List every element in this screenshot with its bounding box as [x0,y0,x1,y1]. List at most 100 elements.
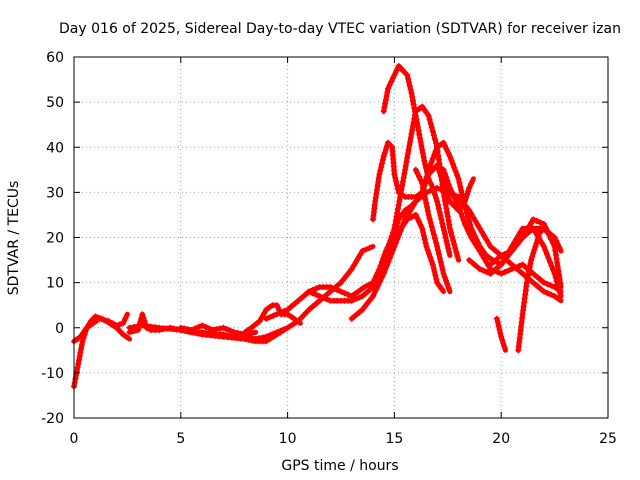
x-tick-label: 20 [492,431,510,447]
data-point-markers [306,300,320,313]
data-point-markers [355,286,365,295]
data-point-markers [461,188,472,205]
y-tick-label: -10 [41,366,64,382]
data-point-markers [75,342,85,367]
data-point-markers [440,270,452,291]
y-tick-label: -20 [41,411,64,427]
data-point-markers [402,202,417,223]
y-tick-label: 60 [46,50,64,66]
chart-title: Day 016 of 2025, Sidereal Day-to-day VTE… [59,21,621,37]
data-point-markers [147,327,159,333]
data-point-markers [284,311,294,320]
data-point-markers [316,284,330,291]
data-point-markers [348,294,362,304]
series-s12 [380,103,461,264]
data-point-markers [263,304,273,313]
data-point-markers [90,318,100,327]
data-point-markers [370,274,385,300]
data-point-markers [446,198,459,211]
x-axis-label: GPS time / hours [281,458,398,474]
data-point-markers [434,198,444,219]
data-point-markers [402,205,412,214]
data-point-markers [395,210,406,223]
data-point-markers [348,290,358,300]
data-point-markers [412,211,424,229]
data-point-markers [540,221,556,246]
data-point-markers [359,296,374,313]
data-point-markers [421,157,431,179]
data-point-markers [273,302,283,313]
data-point-markers [440,139,452,156]
data-point-markers [455,201,466,214]
data-point-markers [380,89,391,115]
data-point-markers [385,75,396,92]
data-point-markers [327,297,341,304]
data-point-markers [551,284,561,293]
data-point-markers [348,251,364,273]
data-point-markers [156,324,180,333]
data-point-markers [96,315,107,323]
data-point-markers [466,180,475,191]
data-point-markers [417,135,427,160]
data-point-markers [241,330,255,338]
data-point-markers [530,225,545,246]
data-point-markers [395,63,404,72]
data-point-markers [263,333,277,345]
data-point-markers [188,324,202,333]
data-point-markers [425,112,440,147]
data-point-markers [389,144,398,174]
data-point-markers [487,255,501,268]
data-point-markers [327,284,341,294]
data-point-markers [466,207,481,228]
data-point-markers [391,67,400,79]
data-point-markers [515,315,526,354]
y-tick-label: 40 [46,140,64,156]
x-tick-label: 5 [176,431,185,447]
data-point-markers [126,323,142,331]
data-point-markers [402,134,414,173]
data-point-markers [177,324,191,333]
data-point-markers [126,328,137,336]
data-point-markers [199,331,223,340]
series-s13 [412,166,453,295]
data-point-markers [466,257,480,270]
data-point-markers [508,237,523,254]
data-point-markers [385,139,394,148]
data-point-markers [380,143,390,160]
data-point-markers [241,336,255,344]
data-point-markers [519,270,533,283]
data-point-markers [425,175,434,187]
data-point-markers [461,221,473,238]
data-point-markers [412,192,426,205]
data-point-markers [551,293,561,302]
data-point-markers [408,111,418,137]
data-point-markers [120,331,130,340]
data-point-markers [530,270,544,283]
data-point-markers [530,216,544,226]
data-point-markers [209,325,223,333]
data-point-markers [493,315,504,337]
data-point-markers [530,279,544,292]
data-point-markers [412,105,422,115]
data-point-markers [412,166,424,183]
data-point-markers [105,318,116,327]
data-point-markers [440,189,453,228]
data-point-markers [273,327,287,338]
data-point-markers [551,270,563,296]
data-point-markers [519,283,530,318]
data-point-markers [476,225,492,246]
data-point-markers [220,333,244,342]
y-tick-label: 50 [46,95,64,111]
data-point-markers [77,327,88,340]
data-point-markers [291,315,301,324]
data-point-markers [498,267,512,277]
data-point-markers [551,243,564,287]
y-tick-label: 30 [46,185,64,201]
data-point-markers [440,166,452,188]
series-s15 [493,315,508,353]
x-tick-label: 25 [599,431,617,447]
data-point-markers [220,324,234,334]
data-point-markers [139,322,159,331]
